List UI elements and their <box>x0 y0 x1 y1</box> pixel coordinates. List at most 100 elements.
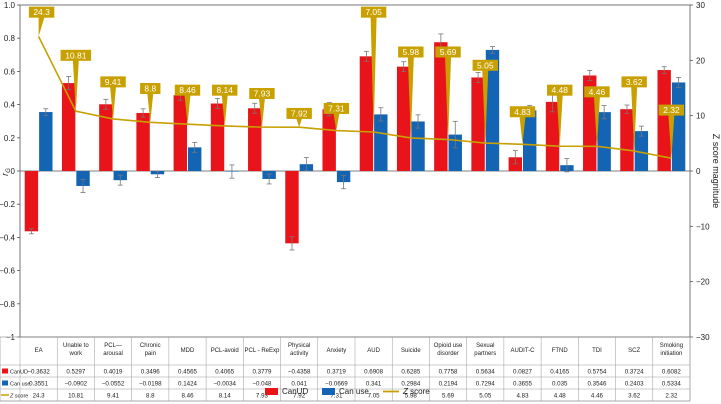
x-tick-label: Smoking <box>660 343 683 349</box>
zscore-callout-label: 24.3 <box>33 7 50 17</box>
zscore-callout-pointer <box>38 16 45 37</box>
zscore-callout-label: 3.62 <box>626 77 643 87</box>
zscore-callout-label: 8.8 <box>144 84 156 94</box>
bar-canud <box>583 75 597 171</box>
y-axis-label-left: rG <box>0 168 12 176</box>
zscore-callout-label: 7.93 <box>254 89 271 99</box>
table-cell: −0.0034 <box>213 381 236 388</box>
table-cell: 5.98 <box>405 393 418 400</box>
zscore-callout-box <box>286 107 312 119</box>
table-cell: 0.6908 <box>364 369 383 376</box>
zscore-callout-pointer <box>333 112 340 131</box>
table-cell: 0.1424 <box>178 381 197 388</box>
bar-canud <box>396 66 411 171</box>
table-cell: 4.83 <box>516 393 529 400</box>
y-axis-label-right: Z score magnitude <box>711 134 721 209</box>
table-row-label: CanUD <box>10 370 28 376</box>
y-tick-label-left: −0.2 <box>0 200 16 209</box>
zscore-callout-label: 2.32 <box>663 105 680 115</box>
zscore-callout-box <box>28 6 55 18</box>
zscore-callout-label: 8.46 <box>179 85 196 95</box>
table-row-key <box>2 368 8 374</box>
table-cell: 0.2984 <box>401 381 420 388</box>
bar-canud <box>99 104 113 171</box>
y-tick-label-left: 1.0 <box>4 1 16 10</box>
table-cell: −0.0902 <box>65 381 88 388</box>
zscore-callout-pointer <box>147 93 154 123</box>
x-tick-label: Sexual <box>476 343 494 349</box>
table-cell: 4.46 <box>591 393 604 400</box>
table-cell: 3.62 <box>628 393 641 400</box>
bar-canuse <box>634 131 649 171</box>
y-tick-label-right: −10 <box>696 222 710 231</box>
bar-canud <box>359 56 374 171</box>
zscore-callout-box <box>472 59 498 71</box>
table-cell: −0.0552 <box>102 381 125 388</box>
bar-canuse <box>448 134 462 171</box>
x-tick-label: EA <box>35 348 43 354</box>
x-tick-label: Chronic <box>140 343 161 349</box>
x-tick-label: arousal <box>103 351 123 357</box>
zscore-callout-pointer <box>519 116 526 145</box>
zscore-callout-label: 9.41 <box>105 77 122 87</box>
x-tick-label: Suicide <box>401 348 421 354</box>
zscore-callout-box <box>360 6 387 18</box>
y-tick-label-right: −30 <box>696 333 710 342</box>
table-cell: 0.6285 <box>401 369 420 376</box>
zscore-callout-pointer <box>370 16 377 132</box>
table-cell: 0.3496 <box>141 369 160 376</box>
table-cell: 5.69 <box>442 393 455 400</box>
x-tick-label: pain <box>145 351 156 357</box>
table-cell: 0.035 <box>552 381 568 388</box>
zscore-callout-label: 10.81 <box>65 50 87 60</box>
x-tick-label: MDD <box>181 348 195 354</box>
zscore-callout-pointer <box>631 86 638 151</box>
zscore-callout-pointer <box>668 114 675 159</box>
table-cell: −0.048 <box>252 381 272 388</box>
zscore-callout-pointer <box>556 94 563 147</box>
y-tick-label-left: 0.4 <box>4 101 16 110</box>
table-cell: 8.14 <box>219 393 232 400</box>
bar-canud <box>620 109 634 171</box>
zscore-callout-label: 5.05 <box>477 60 494 70</box>
y-tick-label-right: 0 <box>696 167 701 176</box>
zscore-callout-box <box>547 84 573 96</box>
bar-canud <box>285 171 299 244</box>
x-tick-label: PCL - ReExp <box>245 348 280 354</box>
table-cell: 8.8 <box>146 393 155 400</box>
legend: CanUD Can use Z score <box>265 387 430 396</box>
x-tick-label: PCL-avoid <box>211 348 239 354</box>
zscore-callout-pointer <box>184 94 191 125</box>
x-tick-label: AUDIT-C <box>511 348 536 354</box>
table-cell: 24.3 <box>33 393 46 400</box>
table-cell: 0.3546 <box>587 381 606 388</box>
legend-label: Z score <box>402 387 430 396</box>
bar-canud <box>322 109 336 171</box>
bar-canuse <box>597 112 611 171</box>
x-tick-label: initiation <box>660 351 682 357</box>
table-cell: 7.92 <box>293 393 306 400</box>
zscore-callout-pointer <box>482 69 489 144</box>
zscore-callout-pointer <box>221 94 228 126</box>
zscore-line <box>37 36 672 159</box>
zscore-callout-label: 4.46 <box>589 87 606 97</box>
zscore-callout-pointer <box>445 56 452 140</box>
table-cell: 5.05 <box>479 393 492 400</box>
table-cell: 0.5754 <box>587 369 606 376</box>
y-tick-label-left: −1 <box>6 333 16 342</box>
table-cell: 0.041 <box>291 381 307 388</box>
table-cell: −0.0669 <box>325 381 348 388</box>
legend-label: CanUD <box>282 387 308 396</box>
legend-swatch <box>265 388 278 395</box>
x-tick-label: partners <box>474 351 496 357</box>
zscore-callout-box <box>100 76 126 88</box>
x-tick-label: FTND <box>552 348 569 354</box>
x-tick-label: Anxiety <box>327 348 347 354</box>
zscore-callout-label: 7.92 <box>291 108 308 118</box>
x-tick-label: Unable to <box>63 343 89 349</box>
x-tick-label: work <box>68 351 83 357</box>
table-cell: −0.3632 <box>27 369 50 376</box>
bar-canuse <box>485 49 500 171</box>
zscore-callouts: 24.3 10.81 9.41 8.8 8.46 8.14 7.93 7.92 7.31 7.05… <box>28 6 685 159</box>
